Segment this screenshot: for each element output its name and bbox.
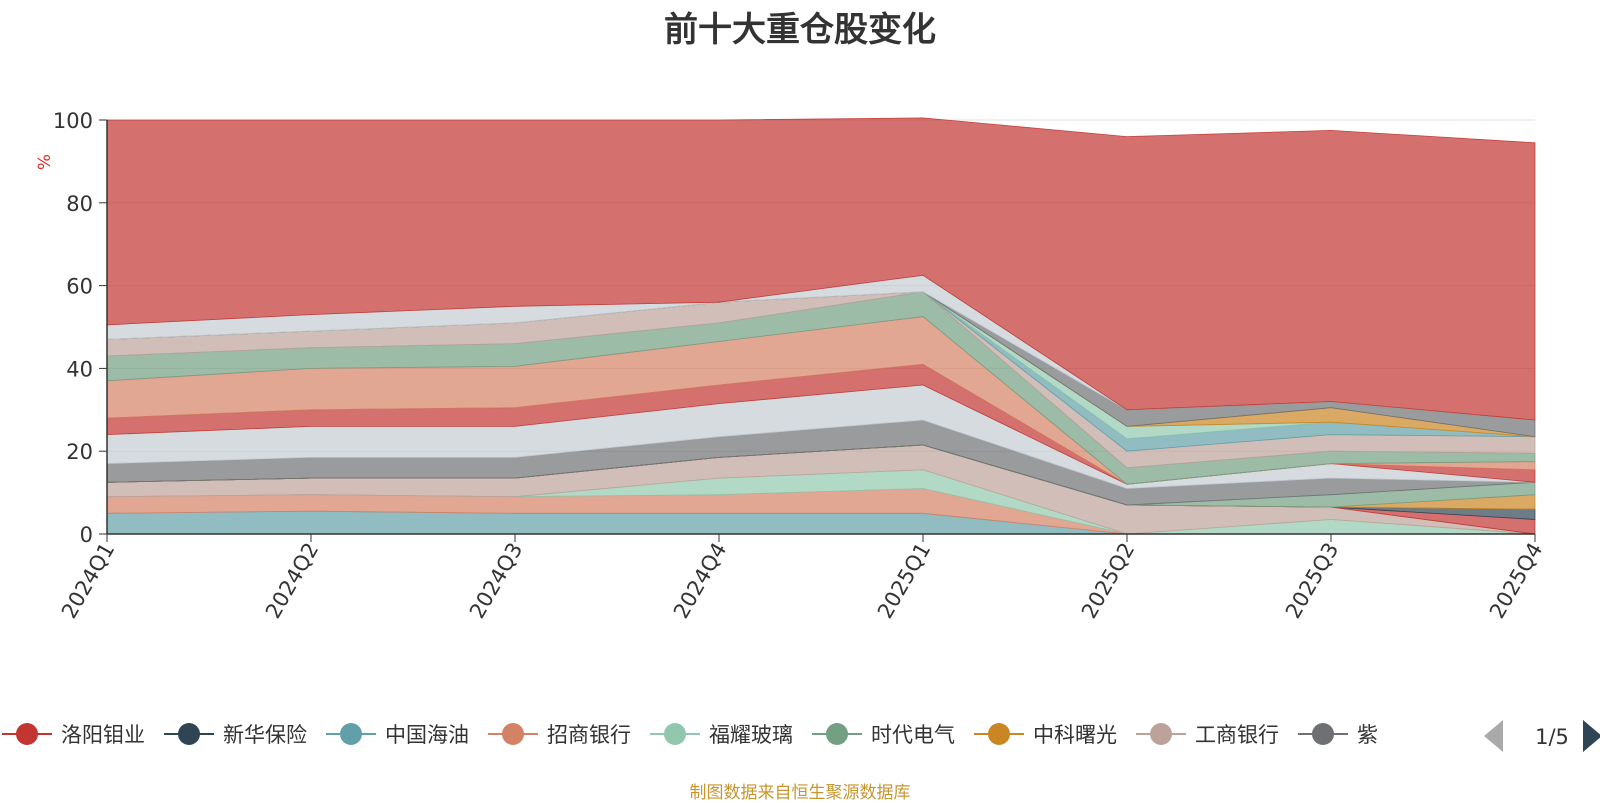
y-tick-label: 80 (66, 192, 93, 216)
legend-item[interactable]: 新华保险 (164, 723, 307, 747)
legend-marker-icon (340, 723, 362, 745)
x-tick-label: 2024Q3 (465, 539, 527, 623)
y-tick-label: 40 (66, 357, 93, 381)
legend-marker-icon (826, 723, 848, 745)
legend-label: 紫 (1357, 723, 1378, 747)
legend-label: 中国海油 (385, 723, 469, 747)
legend-marker-icon (16, 723, 38, 745)
legend: 洛阳钼业 新华保险 中国海油 招商银行 福耀玻璃 时代电气 中科曙光 工商银行 紫 1/5 (2, 712, 1600, 758)
legend-label: 福耀玻璃 (709, 723, 793, 747)
legend-label: 中科曙光 (1033, 723, 1117, 747)
legend-label: 时代电气 (871, 723, 955, 747)
legend-marker-icon (178, 723, 200, 745)
legend-marker-icon (1150, 723, 1172, 745)
legend-marker-icon (502, 723, 524, 745)
x-tick-label: 2025Q4 (1485, 539, 1547, 623)
pager-prev-icon[interactable] (1484, 720, 1503, 752)
x-tick-label: 2025Q3 (1281, 539, 1343, 623)
legend-label: 招商银行 (547, 723, 631, 747)
legend-page-indicator: 1/5 (1535, 725, 1569, 749)
legend-marker-icon (1312, 723, 1334, 745)
legend-label: 洛阳钼业 (61, 723, 145, 747)
x-tick-label: 2024Q2 (261, 539, 323, 623)
legend-item[interactable]: 福耀玻璃 (650, 723, 793, 747)
legend-item[interactable]: 招商银行 (488, 723, 631, 747)
x-tick-label: 2024Q1 (57, 539, 119, 623)
legend-item[interactable]: 中国海油 (326, 723, 469, 747)
legend-item[interactable]: 紫 (1298, 723, 1378, 747)
x-tick-label: 2025Q2 (1077, 539, 1139, 623)
area-其他 (106, 117, 1536, 421)
legend-label: 新华保险 (223, 723, 307, 747)
x-tick-label: 2025Q1 (873, 539, 935, 623)
legend-item[interactable]: 时代电气 (812, 723, 955, 747)
y-tick-label: 20 (66, 440, 93, 464)
legend-item[interactable]: 洛阳钼业 (2, 723, 145, 747)
area-series (106, 117, 1536, 535)
y-tick-label: 0 (80, 523, 93, 547)
legend-item[interactable]: 工商银行 (1136, 723, 1279, 747)
pager-next-icon[interactable] (1583, 720, 1600, 752)
chart-title: 前十大重仓股变化 (664, 10, 936, 50)
legend-marker-icon (664, 723, 686, 745)
source-note: 制图数据来自恒生聚源数据库 (689, 783, 911, 803)
y-axis-label: % (35, 154, 55, 170)
y-tick-label: 60 (66, 275, 93, 299)
y-tick-label: 100 (53, 109, 93, 133)
legend-item[interactable]: 中科曙光 (974, 723, 1117, 747)
x-tick-label: 2024Q4 (669, 539, 731, 623)
legend-marker-icon (988, 723, 1010, 745)
legend-label: 工商银行 (1195, 723, 1279, 747)
